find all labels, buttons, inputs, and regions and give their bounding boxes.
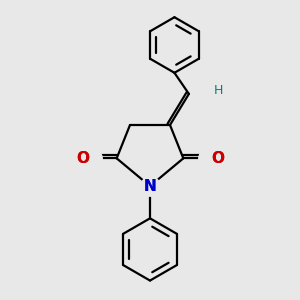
Text: N: N — [144, 178, 156, 194]
Text: O: O — [76, 151, 89, 166]
Text: O: O — [211, 151, 224, 166]
Text: H: H — [213, 84, 223, 97]
Text: O: O — [76, 151, 89, 166]
Text: O: O — [211, 151, 224, 166]
Text: N: N — [144, 178, 156, 194]
